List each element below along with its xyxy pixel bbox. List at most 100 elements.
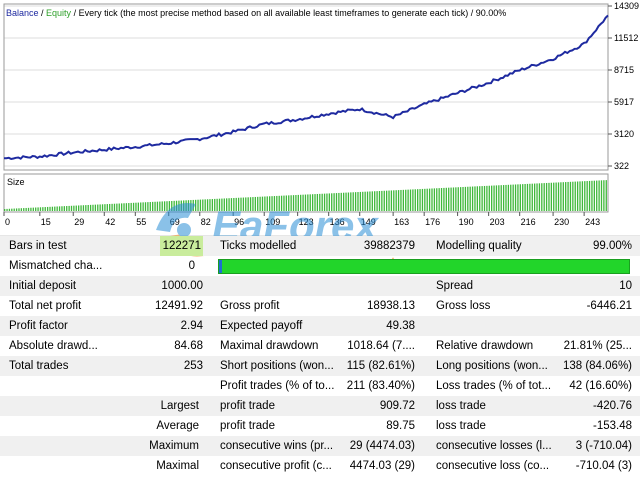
size-bar — [405, 189, 407, 211]
y-tick-label: 11512 — [614, 33, 638, 43]
size-bar — [118, 203, 120, 211]
stats-row-profit-factor: Profit factor 2.94 Expected payoff 49.38 — [0, 316, 640, 336]
absolute-drawdown-value: 84.68 — [174, 340, 203, 352]
size-bar — [214, 198, 216, 211]
size-bar — [531, 183, 533, 211]
expected-payoff-value: 49.38 — [386, 320, 415, 332]
size-bar — [209, 199, 211, 211]
stats-row-average: Average profit trade 89.75 loss trade -1… — [0, 416, 640, 436]
size-bar — [202, 199, 204, 211]
size-bar — [596, 180, 598, 211]
size-bar — [309, 194, 311, 211]
size-bar — [491, 185, 493, 211]
size-bar — [543, 183, 545, 211]
size-bar — [278, 195, 280, 211]
size-bar — [175, 200, 178, 211]
balance-equity-chart: 14309 11512 8715 5917 3120 322 0 15 29 42 55 69 82 9… — [0, 0, 640, 236]
chart-grid — [4, 5, 608, 167]
size-bar — [56, 206, 58, 211]
size-bar — [431, 188, 433, 211]
size-bar — [385, 190, 388, 211]
size-bar — [479, 186, 481, 211]
size-bar — [603, 180, 605, 211]
x-tick-label: 243 — [585, 217, 600, 227]
size-bar — [457, 187, 459, 211]
size-bar — [245, 197, 247, 211]
size-bar — [474, 186, 476, 211]
size-bar — [242, 197, 245, 211]
size-bar — [579, 181, 581, 211]
size-bar — [128, 203, 130, 211]
size-bar — [438, 188, 440, 211]
size-bar — [311, 194, 314, 211]
size-bar — [588, 180, 591, 211]
size-bar — [259, 196, 261, 211]
size-bar — [211, 199, 214, 211]
size-bar — [35, 207, 37, 211]
size-bar — [285, 195, 288, 211]
size-bar — [319, 193, 321, 211]
size-bar — [517, 184, 519, 211]
size-bar — [524, 184, 526, 211]
stats-row-net-profit: Total net profit 12491.92 Gross profit 1… — [0, 296, 640, 316]
maximum-label: Maximum — [149, 440, 199, 452]
size-bar — [283, 195, 285, 211]
x-tick-label: 136 — [330, 217, 345, 227]
size-bar — [51, 206, 54, 211]
size-bar — [500, 185, 502, 211]
size-bar — [469, 186, 471, 211]
ticks-modelled-label: Ticks modelled — [220, 240, 297, 252]
x-axis-ticks: 0 15 29 42 55 69 82 96 109 123 136 149 163 176 190 203 2… — [3, 212, 600, 227]
size-bar — [89, 204, 92, 211]
size-bar — [75, 205, 77, 211]
size-bar — [197, 199, 199, 211]
size-bar — [147, 202, 149, 211]
size-label: Size — [7, 177, 25, 187]
size-bar — [137, 202, 139, 211]
size-bar — [374, 191, 376, 211]
size-bar — [529, 183, 531, 211]
y-tick-label: 322 — [614, 161, 629, 171]
size-bar — [159, 201, 161, 211]
average-loss-label: loss trade — [436, 420, 486, 432]
size-bar — [144, 202, 147, 211]
size-bar — [450, 187, 452, 211]
size-bar — [261, 196, 264, 211]
x-tick-label: 55 — [136, 217, 146, 227]
size-bar — [345, 192, 347, 211]
size-bar — [111, 203, 113, 211]
stats-row-total-trades: Total trades 253 Short positions (won...… — [0, 356, 640, 376]
size-bar — [354, 192, 357, 211]
expected-payoff-label: Expected payoff — [220, 320, 303, 332]
size-bar — [87, 204, 89, 211]
maximal-drawdown-value: 1018.64 (7.... — [347, 340, 415, 352]
gross-loss-label: Gross loss — [436, 300, 491, 312]
size-bar — [471, 186, 474, 211]
size-bar — [581, 181, 584, 211]
size-bar — [130, 202, 132, 211]
size-bar — [459, 187, 462, 211]
size-bar — [206, 199, 209, 211]
y-tick-label: 8715 — [614, 65, 634, 75]
largest-profit-value: 909.72 — [379, 400, 415, 412]
size-bar — [448, 187, 450, 211]
size-bar — [498, 185, 500, 211]
size-bar — [421, 188, 424, 211]
stats-row-mismatched: Mismatched cha... 0 — [0, 256, 640, 276]
size-bar — [338, 192, 340, 211]
size-bar — [326, 193, 328, 211]
size-bar — [362, 191, 364, 211]
size-bar — [109, 203, 111, 211]
size-bar — [237, 197, 240, 211]
size-bar — [443, 187, 445, 211]
size-bar — [369, 191, 371, 211]
size-bar — [61, 206, 63, 211]
size-bar — [32, 207, 34, 211]
size-bar — [228, 198, 230, 211]
x-tick-label: 163 — [394, 217, 409, 227]
stats-row-bars: Bars in test 122271 Ticks modelled 39882… — [0, 236, 640, 256]
size-bar — [428, 188, 431, 211]
size-bar — [292, 195, 295, 211]
size-bar — [533, 183, 536, 211]
size-bar — [488, 185, 490, 211]
